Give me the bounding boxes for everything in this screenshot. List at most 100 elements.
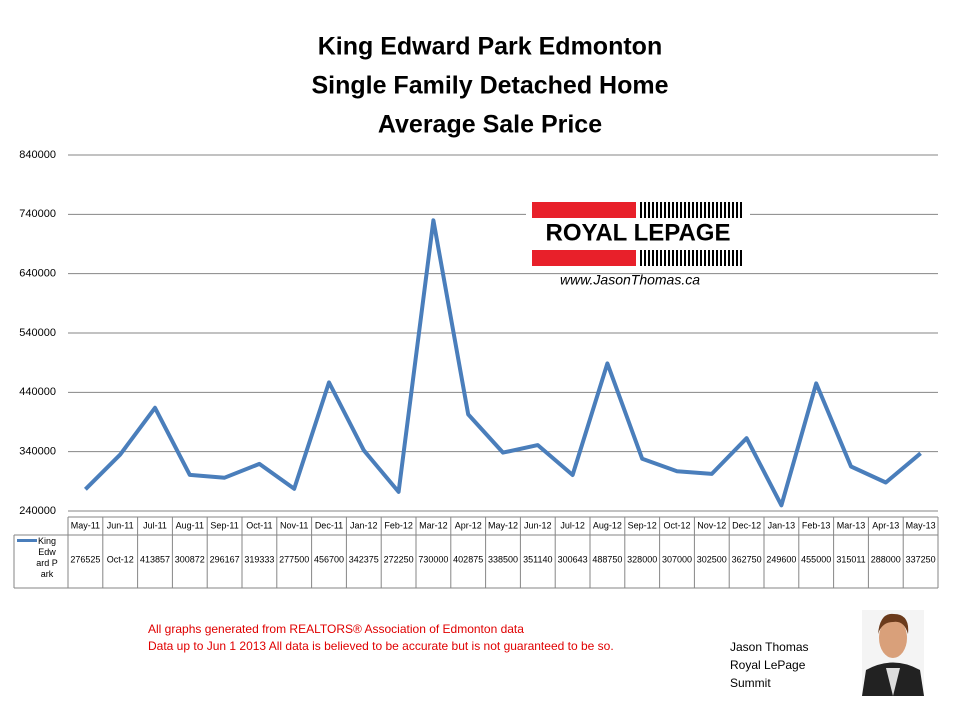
barcode-line — [724, 250, 726, 266]
table-value: 338500 — [488, 554, 518, 564]
barcode-line — [656, 250, 658, 266]
barcode-line — [652, 202, 654, 218]
x-tick-label: Aug-11 — [176, 520, 204, 530]
barcode-line — [724, 202, 726, 218]
barcode-line — [736, 202, 738, 218]
x-tick-label: Dec-12 — [732, 520, 761, 530]
barcode-line — [700, 250, 702, 266]
barcode-line — [704, 250, 706, 266]
table-value: 315011 — [836, 554, 865, 564]
barcode-line — [692, 202, 694, 218]
y-tick-label: 740000 — [19, 208, 56, 220]
y-tick-label: 240000 — [19, 505, 56, 517]
chart-title: Single Family Detached Home — [311, 72, 668, 100]
barcode-line — [644, 250, 646, 266]
barcode — [640, 202, 742, 266]
barcode-line — [676, 202, 678, 218]
barcode-line — [732, 202, 734, 218]
line-series — [83, 218, 922, 508]
barcode-line — [732, 250, 734, 266]
photo — [862, 610, 924, 696]
barcode-line — [668, 202, 670, 218]
table-value: 319333 — [244, 554, 274, 564]
barcode-line — [704, 202, 706, 218]
x-tick-label: Aug-12 — [593, 520, 622, 530]
barcode-line — [728, 250, 730, 266]
barcode-line — [648, 250, 650, 266]
table-value: 296167 — [210, 554, 240, 564]
table-value: 351140 — [523, 554, 552, 564]
barcode-line — [644, 202, 646, 218]
x-tick-label: Sep-12 — [628, 520, 657, 530]
x-tick-label: Oct-11 — [246, 520, 272, 530]
table-value: 276525 — [70, 554, 100, 564]
barcode-line — [720, 250, 722, 266]
barcode-line — [664, 250, 666, 266]
barcode-line — [664, 202, 666, 218]
x-tick-label: Feb-12 — [384, 520, 413, 530]
barcode-line — [688, 250, 690, 266]
barcode-line — [648, 202, 650, 218]
y-tick-label: 340000 — [19, 446, 56, 458]
x-tick-label: Jul-11 — [143, 520, 167, 530]
barcode-line — [708, 202, 710, 218]
barcode-line — [652, 250, 654, 266]
table-value: 277500 — [279, 554, 309, 564]
table-value: 300872 — [175, 554, 205, 564]
table-value: 342375 — [349, 554, 379, 564]
barcode-line — [640, 202, 642, 218]
table-value: 488750 — [592, 554, 622, 564]
plot: 240000 340000 440000 540000 640000 740000 8400… — [13, 149, 939, 589]
signature: Summit — [730, 676, 771, 690]
barcode-line — [656, 202, 658, 218]
barcode-line — [672, 202, 674, 218]
barcode-line — [728, 202, 730, 218]
barcode-line — [712, 250, 714, 266]
legend-box: King Edward Park — [36, 536, 58, 579]
x-tick-label: Dec-11 — [315, 520, 343, 530]
barcode-line — [736, 250, 738, 266]
signature: Jason Thomas — [730, 640, 809, 654]
table-value: 288000 — [871, 554, 901, 564]
legend-label: King Edward Park — [36, 536, 58, 579]
barcode-line — [712, 202, 714, 218]
table-value: 272250 — [384, 554, 414, 564]
table-value: 302500 — [697, 554, 727, 564]
barcode-line — [660, 202, 662, 218]
x-tick-label: Apr-12 — [455, 520, 482, 530]
x-tick-label: Sep-11 — [210, 520, 238, 530]
barcode-line — [740, 250, 742, 266]
barcode-line — [668, 250, 670, 266]
photo-shirt — [886, 668, 900, 696]
logo-bar — [532, 250, 636, 266]
barcode-line — [680, 250, 682, 266]
barcode-line — [680, 202, 682, 218]
x-tick-label: May-12 — [488, 520, 518, 530]
table-value: 249600 — [766, 554, 796, 564]
y-tick-label: 840000 — [19, 149, 56, 161]
table-value: 730000 — [418, 554, 448, 564]
barcode-line — [688, 202, 690, 218]
y-tick-label: 440000 — [19, 386, 56, 398]
table-value: 300643 — [558, 554, 588, 564]
photo-face — [879, 618, 907, 658]
table-value: Oct-12 — [107, 554, 134, 564]
footnote: All graphs generated from REALTORS® Asso… — [148, 622, 524, 636]
logo-url: www.JasonThomas.ca — [560, 272, 700, 288]
x-tick-label: Nov-11 — [280, 520, 308, 530]
signature: Royal LePage — [730, 658, 806, 672]
x-tick-label: Apr-13 — [872, 520, 899, 530]
x-tick-label: Jan-13 — [768, 520, 796, 530]
barcode-line — [720, 202, 722, 218]
table-value: 456700 — [314, 554, 344, 564]
barcode-line — [640, 250, 642, 266]
barcode-line — [684, 202, 686, 218]
barcode-line — [740, 202, 742, 218]
table-value: 402875 — [453, 554, 483, 564]
photo-hair — [878, 613, 909, 634]
footnote: Data up to Jun 1 2013 All data is believ… — [148, 639, 614, 653]
chart-title: King Edward Park Edmonton — [318, 33, 662, 61]
table-value: 362750 — [732, 554, 762, 564]
x-tick-label: Mar-12 — [419, 520, 448, 530]
